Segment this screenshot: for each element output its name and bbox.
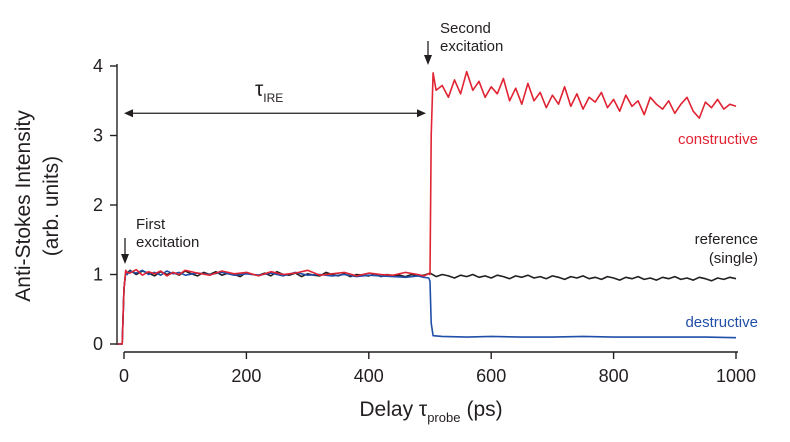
series-label-constructive: constructive bbox=[678, 131, 758, 148]
y-tick-label: 3 bbox=[93, 126, 103, 146]
x-axis-title-unit: (ps) bbox=[466, 398, 502, 421]
second-excitation-arrow-head bbox=[424, 55, 432, 65]
y-axis-title-line2: (arb. units) bbox=[40, 156, 63, 256]
second-excitation-label-line2: excitation bbox=[440, 38, 503, 55]
tau-ire-arrow-head-right bbox=[417, 109, 426, 118]
first-excitation-arrow-head bbox=[121, 254, 129, 264]
x-tick-label: 600 bbox=[476, 366, 506, 386]
x-axis-title-sub: probe bbox=[427, 410, 460, 425]
x-tick-label: 800 bbox=[599, 366, 629, 386]
y-tick-label: 0 bbox=[93, 334, 103, 354]
tau-ire-subscript: IRE bbox=[263, 91, 283, 105]
series-line-constructive bbox=[117, 70, 737, 345]
x-axis-title: Delay τprobe (ps) bbox=[359, 398, 502, 425]
series-layer: reference (single) destructive constructive bbox=[117, 70, 758, 345]
x-tick-label: 1000 bbox=[716, 366, 756, 386]
y-tick-label: 2 bbox=[93, 195, 103, 215]
series-line-reference-single bbox=[117, 269, 737, 345]
second-excitation-label-line1: Second bbox=[440, 20, 491, 37]
axes: 0 1 2 3 4 0 200 400 600 800 1000 bbox=[93, 56, 756, 386]
tau-ire-label: τIRE bbox=[255, 78, 283, 105]
y-tick-label: 4 bbox=[93, 56, 103, 76]
series-line-destructive bbox=[117, 269, 737, 345]
tau-ire-symbol: τ bbox=[255, 78, 264, 101]
series-label-reference-single: reference bbox=[695, 231, 758, 248]
first-excitation-label-line2: excitation bbox=[136, 234, 199, 251]
x-axis-title-main: Delay τ bbox=[359, 398, 428, 421]
series-label-destructive: destructive bbox=[685, 314, 758, 331]
first-excitation-label-line1: First bbox=[136, 216, 166, 233]
y-tick-label: 1 bbox=[93, 265, 103, 285]
series-label-reference-single: (single) bbox=[709, 250, 758, 267]
y-axis-title-line1: Anti-Stokes Intensity bbox=[12, 110, 35, 302]
x-tick-label: 200 bbox=[231, 366, 261, 386]
x-tick-label: 0 bbox=[119, 366, 129, 386]
x-tick-label: 400 bbox=[354, 366, 384, 386]
tau-ire-arrow-head-left bbox=[124, 109, 133, 118]
